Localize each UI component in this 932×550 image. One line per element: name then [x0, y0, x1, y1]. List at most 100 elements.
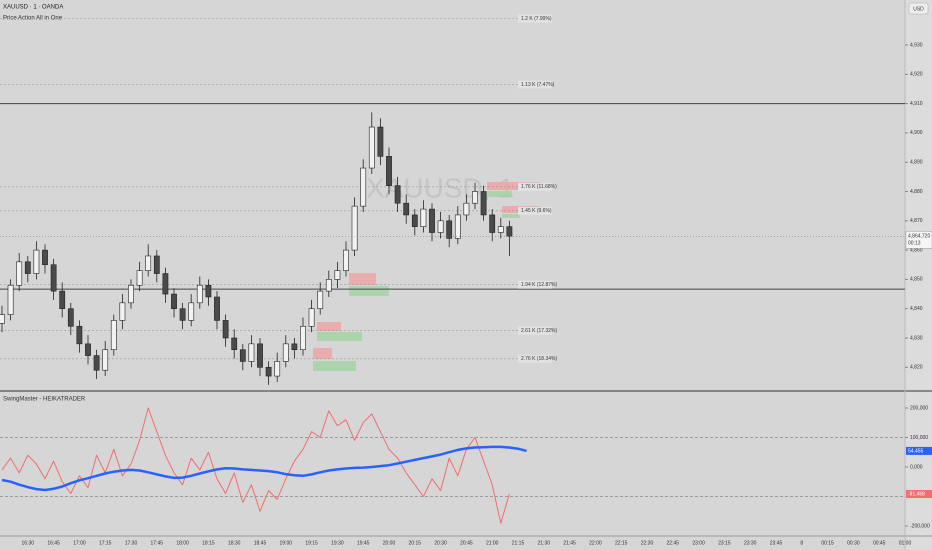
current-value-label: -91,468	[908, 491, 925, 497]
x-tick-label: 21:00	[486, 540, 499, 546]
volume-label: 1.2 K (7.99%)	[521, 16, 552, 22]
candle-body	[0, 314, 5, 324]
x-tick-label: 23:45	[770, 540, 783, 546]
volume-label: 2.76 K (18.34%)	[521, 356, 557, 362]
y-tick-label: 100,000	[910, 435, 928, 441]
candle-body	[489, 214, 496, 233]
candle-body	[67, 308, 74, 327]
symbol-title[interactable]: XAUUSD · 1 · OANDA	[3, 5, 63, 11]
x-tick-label: 21:30	[538, 540, 551, 546]
candle-body	[110, 320, 117, 351]
volume-label: 1.76 K (11.68%)	[521, 184, 557, 190]
countdown-label: 00:13	[908, 241, 921, 247]
x-tick-label: 18:15	[202, 540, 215, 546]
currency-button[interactable]	[908, 2, 929, 15]
volume-band	[518, 326, 552, 335]
candle-body	[196, 284, 203, 304]
x-tick-label: 23:00	[692, 540, 705, 546]
volume-band	[518, 14, 552, 23]
current-value-tag	[906, 446, 932, 455]
candle-body	[446, 220, 453, 239]
candle-body	[308, 308, 315, 327]
oscillator-line	[1, 445, 527, 492]
supply-zone	[317, 322, 341, 331]
x-tick-label: 16:30	[22, 540, 35, 546]
x-tick-label: 22:30	[641, 540, 654, 546]
y-tick-label: 4,870	[910, 218, 923, 224]
candle-body	[300, 325, 306, 351]
candle-body	[368, 126, 375, 169]
x-tick-label: 18:00	[176, 540, 189, 546]
x-tick-label: 19:00	[280, 540, 293, 546]
candle-body	[231, 337, 238, 351]
x-tick-label: 17:15	[99, 540, 112, 546]
candle-body	[257, 343, 263, 368]
volume-label: 1.45 K (9.6%)	[521, 208, 552, 214]
y-tick-label: 4,900	[910, 130, 923, 136]
demand-zone	[317, 332, 362, 341]
y-tick-label: 4,920	[910, 72, 923, 78]
supply-zone	[313, 348, 332, 359]
candle-body	[24, 261, 31, 274]
x-tick-label: 18:45	[254, 540, 267, 546]
candle-body	[377, 126, 384, 157]
y-tick-label: 200,000	[910, 405, 928, 411]
volume-band	[518, 354, 552, 363]
candle-body	[420, 208, 427, 227]
volume-label: 1.94 K (12.87%)	[521, 282, 557, 288]
y-tick-label: 4,860	[910, 247, 923, 253]
y-tick-label: -200,000	[910, 523, 930, 529]
x-tick-label: 19:30	[331, 540, 344, 546]
supply-zone	[349, 273, 376, 285]
candle-body	[59, 290, 66, 309]
x-tick-label: 20:15	[409, 540, 422, 546]
candle-body	[403, 202, 410, 216]
candle-body	[282, 343, 289, 362]
current-price-label: 4,864.720	[908, 234, 930, 240]
x-tick-label: 23:30	[744, 540, 757, 546]
candle-body	[119, 302, 126, 321]
supply-zone	[487, 182, 540, 190]
candle-body	[171, 293, 177, 309]
candle-body	[360, 167, 367, 207]
candle-body	[50, 264, 57, 292]
x-tick-label: 00:30	[847, 540, 860, 546]
candle-body	[291, 343, 298, 351]
x-tick-label: 8	[800, 540, 803, 546]
current-value-tag	[906, 489, 932, 498]
x-tick-label: 22:15	[615, 540, 628, 546]
y-tick-label: 4,850	[910, 277, 923, 283]
candle-body	[16, 261, 23, 286]
candle-body	[222, 320, 229, 339]
x-tick-label: 19:45	[357, 540, 370, 546]
volume-label: 1.13 K (7.47%)	[521, 82, 555, 88]
price-axis-bg	[905, 0, 932, 550]
candle-body	[394, 185, 401, 204]
candle-body	[188, 302, 195, 321]
x-tick-label: 20:00	[383, 540, 396, 546]
candle-body	[454, 214, 461, 239]
candle-body	[386, 156, 392, 186]
y-tick-label: 4,890	[910, 160, 923, 166]
current-value-label: 54,455	[908, 448, 924, 454]
currency-label: USD	[913, 6, 924, 12]
demand-zone	[313, 361, 356, 371]
oscillator-name[interactable]: SwingMaster - HEIKATRADER	[3, 397, 86, 403]
candle-body	[85, 343, 91, 356]
x-tick-label: 22:45	[667, 540, 680, 546]
y-tick-label: 0,000	[910, 464, 923, 470]
x-tick-label: 00:45	[873, 540, 886, 546]
volume-band	[518, 206, 552, 215]
y-tick-label: 4,910	[910, 101, 923, 107]
x-tick-label: 18:30	[228, 540, 241, 546]
candle-body	[429, 208, 435, 233]
volume-band	[518, 280, 552, 289]
candle-body	[205, 284, 212, 298]
candle-body	[214, 296, 220, 321]
candle-body	[128, 284, 134, 304]
candle-body	[411, 214, 418, 227]
candle-body	[42, 249, 48, 266]
candle-body	[162, 273, 169, 295]
candle-body	[463, 202, 470, 216]
